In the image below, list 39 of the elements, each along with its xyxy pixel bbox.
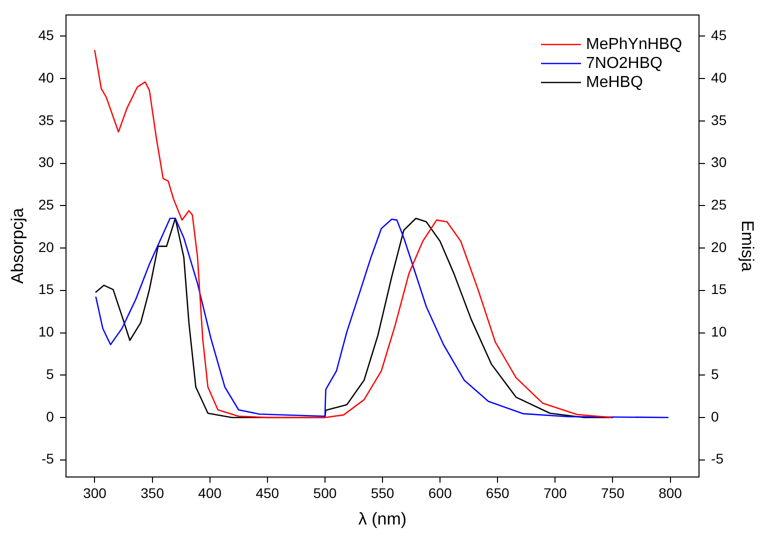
x-tick-label: 550: [370, 485, 394, 502]
legend-label: MePhYnHBQ: [586, 36, 682, 53]
y2-tick-label: 15: [711, 281, 727, 298]
x-tick-label: 400: [198, 485, 222, 502]
y2-axis-title: Emisja: [738, 220, 758, 272]
x-tick-label: 650: [486, 485, 510, 502]
x-tick-label: 600: [428, 485, 452, 502]
x-tick-label: 500: [313, 485, 337, 502]
y2-tick-label: -5: [711, 450, 724, 467]
y2-tick-label: 20: [711, 238, 727, 255]
y2-tick-label: 40: [711, 69, 727, 86]
y2-tick-label: 25: [711, 196, 727, 213]
y-tick-label: 45: [38, 27, 54, 44]
y2-tick-label: 45: [711, 27, 727, 44]
y-tick-label: 20: [38, 238, 54, 255]
x-tick-label: 700: [543, 485, 568, 502]
y2-tick-label: 5: [711, 366, 720, 382]
y-tick-label: -5: [42, 450, 54, 467]
x-tick-label: 300: [83, 485, 107, 502]
x-tick-label: 350: [140, 485, 164, 502]
y2-tick-label: 0: [711, 408, 720, 424]
y-tick-label: 25: [38, 196, 54, 213]
x-tick-label: 750: [601, 485, 625, 502]
legend-label: 7NO2HBQ: [586, 54, 662, 72]
y-tick-label: 0: [46, 408, 54, 424]
y-tick-label: 30: [38, 154, 54, 170]
y-tick-label: 40: [38, 69, 54, 86]
y-axis-title: Absorpcja: [8, 208, 27, 284]
y2-tick-label: 35: [711, 112, 727, 128]
x-tick-label: 450: [256, 485, 280, 502]
y-tick-label: 10: [38, 324, 54, 340]
legend-label: MeHBQ: [586, 74, 643, 91]
x-axis-title: λ (nm): [358, 509, 407, 528]
x-tick-label: 800: [658, 485, 682, 502]
y-tick-label: 15: [38, 281, 54, 298]
y2-tick-label: 30: [711, 154, 727, 170]
y-tick-label: 35: [38, 112, 54, 128]
y2-tick-label: 10: [711, 324, 727, 340]
y-tick-label: 5: [46, 366, 54, 382]
